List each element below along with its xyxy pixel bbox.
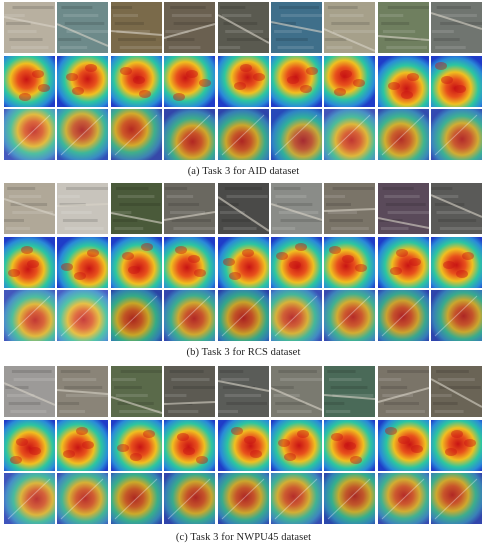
tile-heatmap-highway bbox=[271, 236, 322, 288]
tile-heatmap-storage-tanks bbox=[377, 55, 429, 107]
tile-original-river-bridge bbox=[110, 366, 162, 417]
tile-heatmap-runway bbox=[57, 236, 109, 288]
tile-heatmap-airplanes bbox=[4, 419, 55, 471]
tile-heatmap-campus bbox=[110, 55, 162, 107]
tile-overlay-lake-river bbox=[324, 473, 376, 524]
caption-c: (c) Task 3 for NWPU45 dataset bbox=[175, 532, 312, 543]
tile-overlay-runway bbox=[57, 290, 109, 341]
tile-heatmap-river-bridge bbox=[110, 419, 162, 471]
tile-original-river bbox=[377, 183, 429, 234]
tile-heatmap-dense-residential bbox=[164, 419, 216, 471]
tile-overlay-stadium bbox=[217, 109, 269, 160]
tile-original-viaduct bbox=[431, 2, 483, 53]
tile-overlay-campus bbox=[110, 109, 162, 160]
tile-overlay-industrial bbox=[57, 473, 109, 524]
tile-original-bridge bbox=[57, 2, 109, 53]
tile-original-campus bbox=[110, 2, 162, 53]
tile-overlay-dense-residential bbox=[164, 290, 216, 341]
tile-original-airplane bbox=[4, 183, 55, 234]
tile-grid-c bbox=[4, 366, 483, 528]
tile-overlay-airplanes bbox=[4, 473, 55, 524]
caption-a: (a) Task 3 for AID dataset bbox=[187, 166, 300, 177]
tile-overlay-river bbox=[377, 290, 429, 341]
tile-original-airplanes bbox=[4, 366, 55, 417]
tile-original-residential bbox=[431, 366, 483, 417]
tile-original-industrial bbox=[57, 366, 109, 417]
tile-original-dense-residential bbox=[164, 2, 216, 53]
tile-original-airport-road bbox=[4, 2, 55, 53]
tile-overlay-industrial bbox=[324, 290, 376, 341]
tile-original-storage-tanks bbox=[377, 2, 429, 53]
tile-heatmap-viaduct bbox=[431, 55, 483, 107]
tile-heatmap-dense-residential bbox=[164, 236, 216, 288]
tile-original-dense-residential bbox=[164, 183, 216, 234]
panel-b: (b) Task 3 for RCS dataset bbox=[0, 183, 487, 366]
tile-overlay-residential bbox=[431, 473, 483, 524]
tile-grid-b bbox=[4, 183, 483, 343]
tile-heatmap-forest bbox=[431, 236, 483, 288]
tile-heatmap-airport-road bbox=[4, 55, 55, 107]
tile-original-forest bbox=[431, 183, 483, 234]
tile-overlay-river-bend bbox=[324, 109, 376, 160]
tile-overlay-bridge bbox=[110, 290, 162, 341]
tile-overlay-port bbox=[271, 109, 322, 160]
panel-a: (a) Task 3 for AID dataset bbox=[0, 0, 487, 183]
tile-heatmap-industrial bbox=[324, 236, 376, 288]
tile-overlay-bridge bbox=[57, 109, 109, 160]
tile-overlay-forest bbox=[431, 290, 483, 341]
tile-overlay-viaduct bbox=[431, 109, 483, 160]
tile-overlay-river-bridge bbox=[110, 473, 162, 524]
tile-original-port bbox=[271, 2, 322, 53]
tile-overlay-airport-road bbox=[4, 109, 55, 160]
tile-heatmap-parking-lot bbox=[217, 419, 269, 471]
tile-original-parking-lot bbox=[217, 366, 269, 417]
tile-overlay-railway-cars bbox=[217, 290, 269, 341]
tile-original-river-bend bbox=[324, 2, 376, 53]
tile-original-lake-river bbox=[324, 366, 376, 417]
tile-overlay-highway-cross bbox=[271, 473, 322, 524]
tile-heatmap-dense-residential bbox=[164, 55, 216, 107]
tile-overlay-highway bbox=[271, 290, 322, 341]
tile-original-circular-farmland bbox=[377, 366, 429, 417]
tile-heatmap-highway-cross bbox=[271, 419, 322, 471]
tile-original-highway-cross bbox=[271, 366, 322, 417]
tile-heatmap-lake-river bbox=[324, 419, 376, 471]
tile-overlay-parking-lot bbox=[217, 473, 269, 524]
tile-overlay-dense-residential bbox=[164, 109, 216, 160]
tile-overlay-dense-residential bbox=[164, 473, 216, 524]
tile-overlay-circular-farmland bbox=[377, 473, 429, 524]
tile-heatmap-circular-farmland bbox=[377, 419, 429, 471]
tile-overlay-storage-tanks bbox=[377, 109, 429, 160]
tile-heatmap-bridge bbox=[57, 55, 109, 107]
tile-original-dense-residential bbox=[164, 366, 216, 417]
tile-heatmap-river-bend bbox=[324, 55, 376, 107]
tile-heatmap-bridge bbox=[110, 236, 162, 288]
tile-heatmap-stadium bbox=[217, 55, 269, 107]
tile-overlay-airplane bbox=[4, 290, 55, 341]
tile-original-railway-cars bbox=[217, 183, 269, 234]
tile-heatmap-residential bbox=[431, 419, 483, 471]
tile-original-highway bbox=[271, 183, 322, 234]
tile-original-bridge bbox=[110, 183, 162, 234]
tile-heatmap-port bbox=[271, 55, 322, 107]
tile-heatmap-railway-cars bbox=[217, 236, 269, 288]
caption-b: (b) Task 3 for RCS dataset bbox=[186, 347, 301, 358]
panel-c: (c) Task 3 for NWPU45 dataset bbox=[0, 366, 487, 550]
tile-heatmap-river bbox=[377, 236, 429, 288]
tile-original-industrial bbox=[324, 183, 376, 234]
tile-original-stadium bbox=[217, 2, 269, 53]
tile-grid-a bbox=[4, 2, 483, 162]
tile-original-runway bbox=[57, 183, 109, 234]
tile-heatmap-airplane bbox=[4, 236, 55, 288]
tile-heatmap-industrial bbox=[57, 419, 109, 471]
